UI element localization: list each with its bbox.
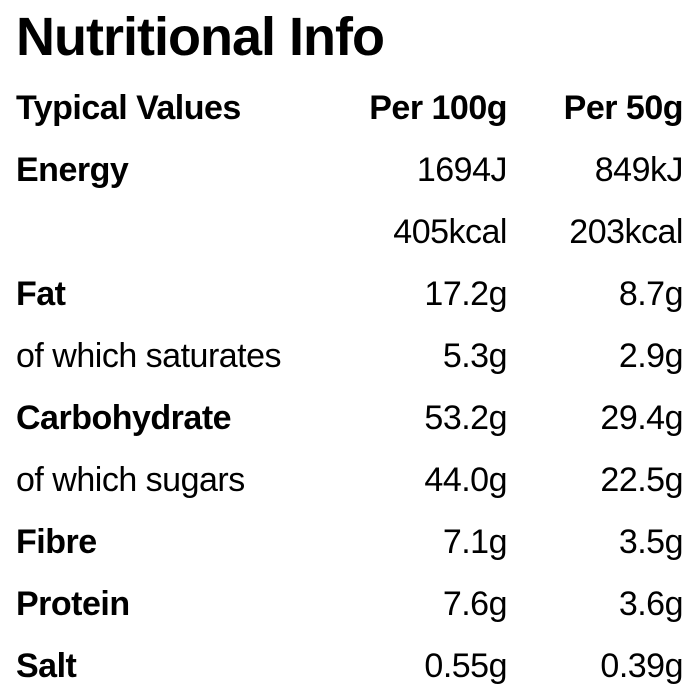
per-100g-value: 7.6g xyxy=(442,585,508,623)
per-50g-value: 203kcal xyxy=(569,213,683,251)
per-50g-value: 2.9g xyxy=(618,337,684,375)
row-label: Fat xyxy=(16,275,66,313)
per-50g-value: 29.4g xyxy=(600,399,683,437)
title: Nutritional Info xyxy=(16,7,385,67)
per-50g-value: 849kJ xyxy=(594,151,684,189)
per-50g-value: 3.5g xyxy=(618,523,684,561)
row-label: Salt xyxy=(16,647,77,685)
per-100g-value: 1694J xyxy=(416,151,508,189)
per-100g-value: 405kcal xyxy=(393,213,507,251)
per-100g-value: 0.55g xyxy=(424,647,507,685)
per-100g-value: 5.3g xyxy=(442,337,508,375)
per-100g-value: 7.1g xyxy=(442,523,508,561)
row-label: Protein xyxy=(16,585,130,623)
per-50g-value: 3.6g xyxy=(618,585,684,623)
row-label: of which saturates xyxy=(16,337,282,375)
per-100g-value: 53.2g xyxy=(424,399,507,437)
per-50g-value: 22.5g xyxy=(600,461,683,499)
per-50g-value: 0.39g xyxy=(600,647,683,685)
per-100g-value: 17.2g xyxy=(424,275,507,313)
row-label: Fibre xyxy=(16,523,97,561)
header-cell: Typical Values xyxy=(16,89,241,127)
row-label: of which sugars xyxy=(16,461,245,499)
header-cell: Per 100g xyxy=(369,89,507,127)
per-50g-value: 8.7g xyxy=(618,275,684,313)
per-100g-value: 44.0g xyxy=(424,461,507,499)
row-label: Energy xyxy=(16,151,129,189)
header-cell: Per 50g xyxy=(563,89,684,127)
row-label: Carbohydrate xyxy=(16,399,232,437)
